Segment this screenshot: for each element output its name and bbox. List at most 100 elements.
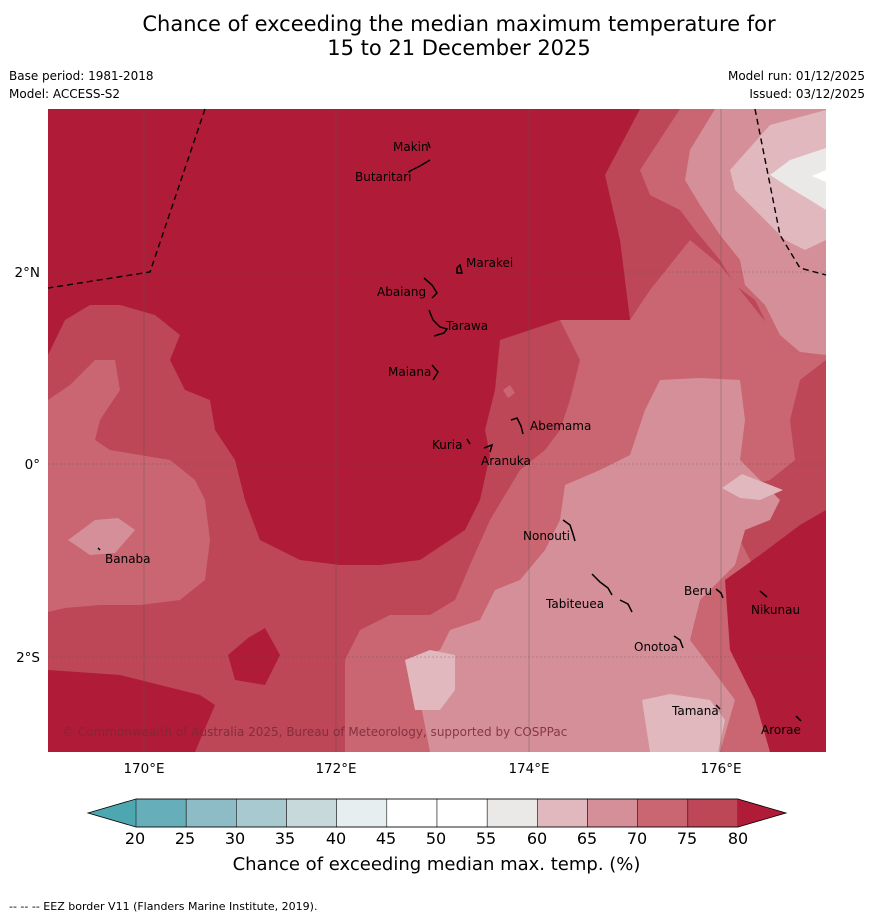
island-label: Onotoa	[634, 640, 678, 654]
band-60-65-se-a	[642, 694, 725, 752]
map-fill	[48, 109, 826, 752]
island-abaiang-shape	[423, 277, 438, 299]
colorbar-tick: 50	[425, 829, 447, 848]
band-60-65-se-b	[405, 650, 455, 710]
meta-left: Base period: 1981-2018 Model: ACCESS-S2	[9, 67, 154, 103]
x-tick-labels: 170°E 172°E 174°E 176°E	[123, 761, 741, 777]
colorbar-tick: 40	[325, 829, 347, 848]
colorbar-segment	[336, 798, 388, 828]
island-abemama-shape	[510, 417, 524, 435]
island-label: Tamana	[671, 704, 719, 718]
island-tamana-shape	[715, 704, 721, 710]
island-aranuka-shape	[483, 443, 494, 453]
island-label: Abaiang	[377, 285, 426, 299]
meta-right: Model run: 01/12/2025 Issued: 03/12/2025	[728, 67, 865, 103]
island-banaba-shape	[97, 547, 101, 551]
eez-borders	[47, 108, 827, 289]
island-tarawa-shape	[428, 309, 449, 337]
x-tick-label: 176°E	[700, 761, 741, 777]
island-butaritari-shape	[407, 159, 431, 173]
colorbar-outline	[86, 798, 788, 828]
band-50-55-ne	[812, 170, 826, 182]
colorbar-tick: 35	[274, 829, 296, 848]
y-tick-label: 2°N	[15, 265, 40, 281]
base-period: Base period: 1981-2018	[9, 69, 154, 83]
colorbar-segment	[386, 798, 438, 828]
island-maiana-shape	[431, 364, 439, 381]
chart-title: Chance of exceeding the median maximum t…	[0, 12, 873, 60]
colorbar	[86, 798, 788, 828]
band-65-70-se	[410, 378, 780, 752]
title-line-2: 15 to 21 December 2025	[327, 36, 591, 60]
colorbar-segment	[486, 798, 538, 828]
colorbar-tick: 70	[626, 829, 648, 848]
colorbar-segment	[185, 798, 237, 828]
island-label: Marakei	[466, 256, 513, 270]
island-arorae-shape	[795, 715, 802, 722]
island-label: Beru	[684, 584, 712, 598]
island-label: Abemama	[530, 419, 591, 433]
colorbar-tick: 80	[727, 829, 749, 848]
island-label: Arorae	[761, 723, 801, 737]
island-labels: Makin Butaritari Marakei Abaiang Tarawa …	[105, 140, 801, 737]
colorbar-tick: 20	[124, 829, 146, 848]
island-nikunau-shape	[759, 590, 768, 598]
colorbar-segment	[587, 798, 638, 828]
band-65-70-banaba	[68, 518, 135, 555]
colorbar-segment	[236, 798, 287, 828]
band-over-80-sw	[48, 670, 215, 752]
colorbar-under-arrow	[88, 799, 136, 827]
band-55-60-ne	[770, 148, 826, 210]
island-label: Makin	[393, 140, 429, 154]
island-onotoa-shape	[673, 635, 684, 649]
island-label: Maiana	[388, 365, 431, 379]
title-line-1: Chance of exceeding the median maximum t…	[142, 12, 776, 36]
colorbar-over-arrow	[738, 799, 786, 827]
island-tabiteuea-s-shape	[619, 599, 633, 613]
island-label: Kuria	[432, 438, 463, 452]
copyright-text: © Commonwealth of Australia 2025, Bureau…	[62, 725, 567, 739]
colorbar-segment	[537, 798, 588, 828]
y-tick-label: 0°	[25, 457, 40, 473]
band-60-65-se-c	[722, 474, 783, 500]
colorbar-segment	[687, 798, 739, 828]
island-label: Nonouti	[523, 529, 570, 543]
band-over-80-se-core	[725, 510, 826, 752]
island-tabiteuea-shape	[591, 573, 613, 596]
island-label: Aranuka	[481, 454, 531, 468]
colorbar-segment	[436, 798, 488, 828]
band-over-80-pocket	[228, 628, 280, 685]
model-name: Model: ACCESS-S2	[9, 87, 121, 101]
colorbar-segment	[637, 798, 689, 828]
island-label: Tarawa	[445, 319, 488, 333]
island-beru-shape	[715, 588, 724, 599]
model-run: Model run: 01/12/2025	[727, 69, 865, 83]
band-over-80-main	[48, 109, 640, 565]
island-label: Nikunau	[751, 603, 800, 617]
colorbar-label: Chance of exceeding median max. temp. (%…	[232, 854, 641, 875]
island-marakei-shape	[456, 263, 463, 274]
gridlines	[48, 109, 826, 752]
colorbar-tick: 25	[174, 829, 196, 848]
colorbar-segment	[286, 798, 337, 828]
colorbar-tick: 75	[676, 829, 698, 848]
band-70-75-spot	[503, 385, 515, 398]
y-tick-labels: 2°N 0° 2°S	[15, 265, 40, 666]
island-label: Tabiteuea	[545, 597, 604, 611]
island-kuria-shape	[466, 438, 471, 445]
island-shapes	[97, 141, 802, 722]
colorbar-segment	[135, 798, 187, 828]
colorbar-segments	[135, 798, 739, 828]
colorbar-tick: 45	[375, 829, 397, 848]
island-label: Banaba	[105, 552, 151, 566]
island-nonouti-shape	[562, 519, 576, 542]
colorbar-tick: 60	[526, 829, 548, 848]
colorbar-tick: 65	[576, 829, 598, 848]
y-tick-label: 2°S	[16, 650, 40, 666]
footnote: -- -- -- EEZ border V11 (Flanders Marine…	[9, 900, 318, 913]
x-tick-label: 174°E	[508, 761, 549, 777]
issued-date: Issued: 03/12/2025	[749, 87, 865, 101]
colorbar-tick: 55	[475, 829, 497, 848]
island-label: Butaritari	[355, 170, 412, 184]
